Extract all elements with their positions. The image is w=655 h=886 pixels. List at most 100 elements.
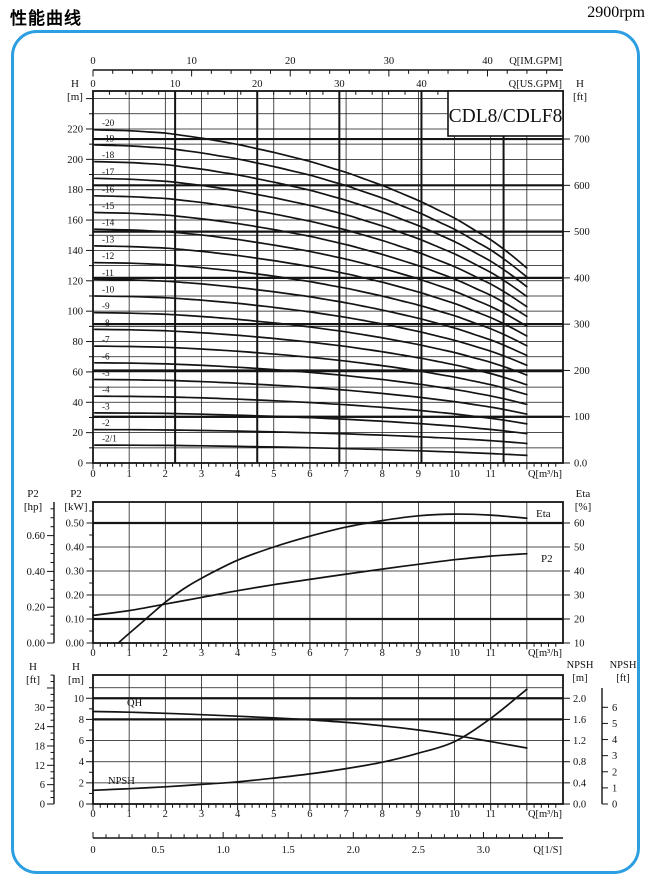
h-m-tick-label: 100 [67,307,83,318]
y-right-name: H [576,78,584,90]
npsh-ft-tick-label: 5 [612,719,617,730]
hp-tick-label: 0.40 [27,567,45,578]
pump-curve--17 [93,177,528,298]
h-ft-tick-label: 200 [574,366,590,377]
eta-unit: [%] [575,501,592,513]
q-tick-label: 7 [343,469,348,480]
pump-curve--18 [93,160,528,288]
q-tick-label: 8 [380,648,385,659]
q-tick-label: 9 [416,809,421,820]
us-gpm-axis-label: Q[US.GPM] [509,79,562,90]
eta-tick-label: 40 [574,567,585,578]
kw-tick-label: 0.30 [66,567,84,578]
h-m-tick-label: 160 [67,216,83,227]
h-m-tick-label: 0 [78,459,83,470]
q-tick-label: 10 [449,469,460,480]
head-chart: 0204060801001201401601802002200.01002003… [67,56,590,480]
q-tick-label: 2 [163,648,168,659]
us-gpm-tick-label: 30 [334,79,345,90]
npsh-ft-tick-label: 6 [612,703,617,714]
kw-tick-label: 0.10 [66,615,84,626]
stage-label: -14 [102,218,115,228]
stage-label: -2/1 [102,434,117,444]
kw-tick-label: 0.20 [66,591,84,602]
h-m-tick-label: 200 [67,155,83,166]
q-tick-label: 10 [449,648,460,659]
h-ft-tick-label: 0.0 [574,459,587,470]
pump-curve--6 [93,361,528,406]
h-m-tick-label: 0 [79,800,84,811]
q-tick-label: 3 [199,809,204,820]
p2-curve-label: P2 [541,553,553,565]
pump-curve--15 [93,211,528,318]
im-gpm-tick-label: 20 [285,56,296,67]
pump-curve--7 [93,345,528,396]
p2-hp-unit: [hp] [24,501,42,513]
stage-label: -6 [102,351,110,361]
model-box [447,90,564,137]
chart-frame [92,501,564,644]
stage-label: -4 [102,385,110,395]
stage-label: -7 [102,335,110,345]
q-tick-label: 9 [416,648,421,659]
q-tick-label: 2 [163,809,168,820]
q-tick-label: 7 [343,648,348,659]
npsh-m-tick-label: 0.4 [573,778,587,789]
stage-label: -18 [102,150,115,160]
h-m-tick-label: 120 [67,276,83,287]
us-gpm-tick-label: 0 [90,79,95,90]
h-ft-tick-label: 18 [35,741,46,752]
p2-curve [92,552,528,617]
ls-tick-label: 1.0 [217,845,230,856]
npsh-ft-tick-label: 1 [612,783,617,794]
h-ft-tick-label: 30 [35,703,46,714]
q-tick-label: 5 [271,469,276,480]
qh-curve [92,710,528,749]
h-ft-tick-label: 24 [35,722,46,733]
p2-hp-name: P2 [27,488,39,500]
stage-label: -8 [102,318,110,328]
pump-curve--11 [93,278,528,357]
q-tick-label: 0 [90,648,95,659]
chart-frame [92,90,564,464]
h-ft-tick-label: 700 [574,135,590,146]
stage-label: -3 [102,401,110,411]
ls-tick-label: 2.0 [347,845,360,856]
q-tick-label: 5 [271,648,276,659]
npsh-m-tick-label: 0.8 [573,757,586,768]
pump-curve--4 [93,395,528,425]
pump-curve--8 [93,328,528,386]
q-tick-label: 9 [416,469,421,480]
npsh-m-unit: [m] [572,673,587,684]
h-m-tick-label: 20 [73,428,84,439]
q-axis-label: Q[m³/h] [528,648,562,659]
pump-curve--10 [93,295,528,367]
stage-label: -10 [102,284,115,294]
npsh-m-tick-label: 2.0 [573,694,586,705]
stage-label: -9 [102,301,110,311]
q-tick-label: 4 [235,648,241,659]
h-ft-tick-label: 300 [574,320,590,331]
p2-kw-name: P2 [70,488,82,500]
q-tick-label: 6 [307,648,312,659]
q-tick-label: 0 [90,809,95,820]
us-gpm-tick-label: 40 [416,79,427,90]
stage-label: -19 [102,133,115,143]
h-m-tick-label: 8 [79,715,84,726]
h-ft-tick-label: 0 [40,800,45,811]
q-tick-label: 0 [90,469,95,480]
im-gpm-tick-label: 10 [186,56,197,67]
kw-tick-label: 0.40 [66,543,84,554]
h-m-name: H [72,661,80,673]
h-m-tick-label: 80 [73,337,84,348]
npsh-m-tick-label: 1.6 [573,715,586,726]
ls-tick-label: 0 [90,845,95,856]
q-tick-label: 1 [127,648,132,659]
h-m-tick-label: 2 [79,778,84,789]
stage-label: -13 [102,234,115,244]
q-tick-label: 4 [235,469,241,480]
model-label: CDL8/CDLF8 [449,106,563,127]
q-tick-label: 4 [235,809,241,820]
npsh-m-name: NPSH [567,660,594,671]
